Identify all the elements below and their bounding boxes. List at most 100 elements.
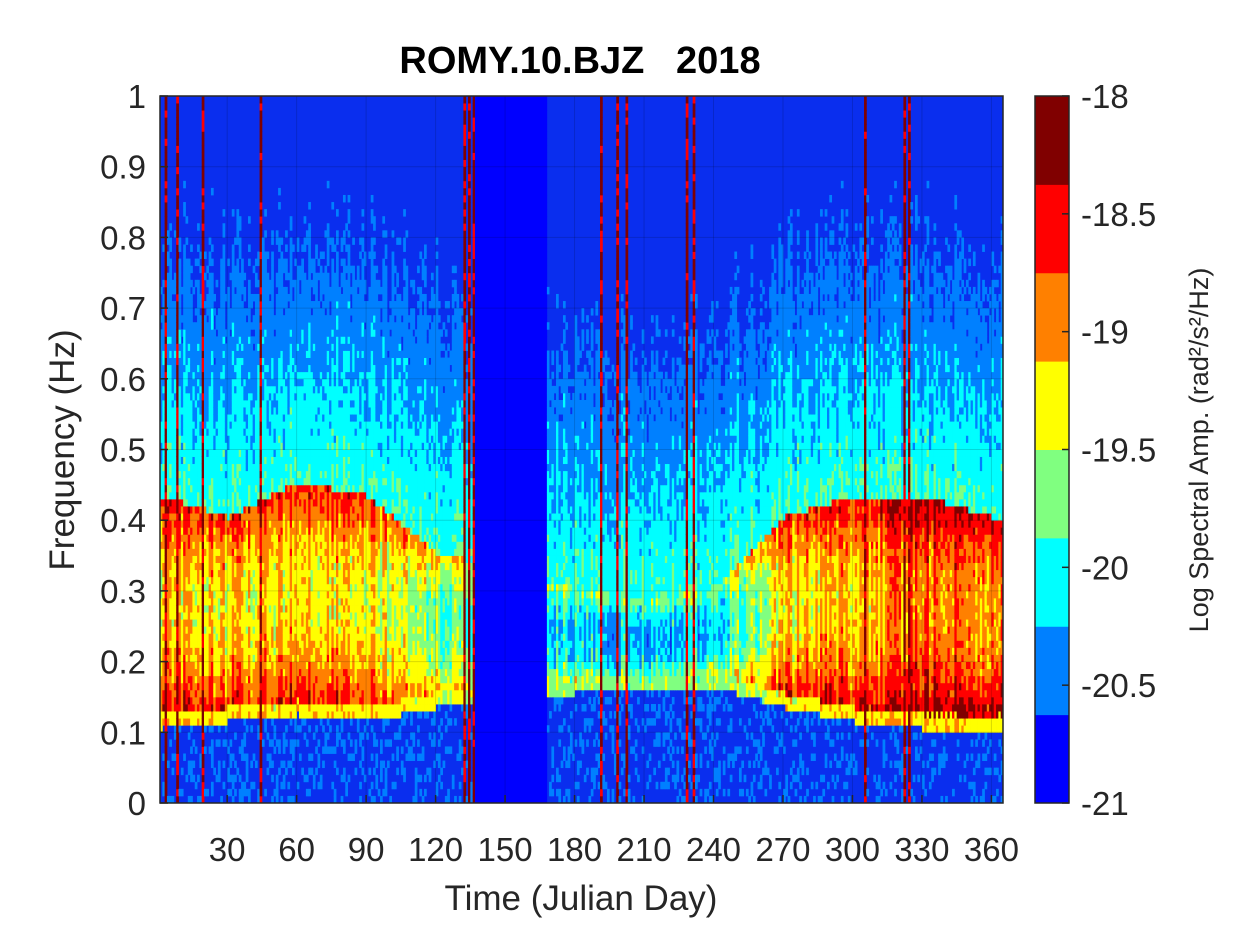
heat-cell [264, 265, 267, 274]
heat-cell [296, 442, 300, 450]
heat-cell [178, 378, 182, 387]
heat-cell [215, 668, 219, 677]
heat-cell [326, 428, 330, 436]
heat-cell [298, 407, 302, 415]
heat-cell [238, 597, 242, 606]
heat-cell [171, 484, 175, 493]
heat-cell [273, 506, 277, 514]
heat-cell [294, 322, 298, 330]
heat-cell [194, 258, 198, 267]
heat-cell [162, 477, 166, 486]
heat-cell [234, 301, 237, 309]
heat-cell [296, 562, 300, 571]
heat-cell [268, 576, 272, 585]
heat-cell [201, 597, 205, 606]
heat-cell [227, 343, 230, 351]
heat-cell [280, 378, 284, 387]
heat-cell [238, 640, 242, 648]
heat-cell [252, 350, 256, 358]
heat-cell [164, 237, 168, 245]
heat-cell [178, 597, 182, 606]
heat-cell [303, 414, 307, 422]
heat-cell [282, 781, 286, 790]
heat-cell [315, 400, 318, 408]
heat-cell [296, 619, 300, 627]
heat-cell [208, 293, 212, 302]
heat-cell [312, 322, 316, 330]
heat-cell [204, 477, 207, 486]
heat-cell [220, 675, 223, 684]
heat-cell [296, 279, 300, 288]
heat-cell [252, 407, 256, 415]
heat-cell [178, 619, 182, 627]
heat-cell [266, 696, 270, 705]
heat-cell [245, 583, 249, 592]
heat-cell [305, 498, 309, 507]
heat-cell [192, 576, 196, 585]
heat-cell [282, 449, 286, 457]
heat-cell [187, 760, 191, 769]
heat-cell [308, 392, 311, 401]
heat-cell [190, 711, 193, 719]
heat-cell [287, 619, 291, 627]
heat-cell [204, 400, 207, 408]
heat-cell [180, 286, 184, 295]
heat-cell [266, 456, 270, 465]
heat-cell [312, 407, 316, 415]
heat-cell [185, 449, 189, 457]
heat-cell [294, 449, 298, 457]
heat-cell [324, 746, 328, 754]
heat-cell [282, 654, 286, 662]
heat-cell [194, 400, 198, 408]
heat-cell [176, 173, 179, 182]
heat-cell [224, 675, 228, 684]
heat-cell [213, 612, 216, 620]
heat-cell [278, 244, 281, 252]
heat-cell [192, 696, 196, 705]
heat-cell [166, 484, 170, 493]
heat-cell [169, 456, 172, 465]
heat-cell [285, 258, 288, 267]
heat-cell [266, 350, 270, 358]
heat-cell [282, 626, 286, 634]
heat-cell [173, 230, 177, 238]
heat-cell [166, 633, 170, 641]
heat-cell [261, 407, 265, 415]
heat-cell [315, 449, 318, 457]
heat-cell [183, 421, 186, 429]
heat-cell [213, 647, 216, 655]
heat-cell [199, 590, 203, 599]
heat-cell [248, 626, 251, 634]
heat-cell [173, 435, 177, 443]
heat-cell [185, 626, 189, 634]
heat-cell [296, 484, 300, 493]
heat-cell [236, 378, 240, 387]
heat-cell [324, 534, 328, 542]
heat-cell [315, 682, 318, 691]
heat-cell [303, 286, 307, 295]
heat-cell [206, 605, 210, 613]
heat-cell [236, 400, 240, 408]
heat-cell [296, 272, 300, 281]
heat-cell [192, 392, 196, 401]
heat-cell [322, 491, 325, 500]
heat-cell [176, 301, 179, 309]
heat-cell [176, 498, 179, 507]
heat-cell [183, 569, 186, 578]
heat-cell [217, 675, 221, 684]
heat-cell [280, 272, 284, 281]
heat-cell [273, 463, 277, 472]
heat-cell [303, 272, 307, 281]
heat-cell [289, 286, 293, 295]
heat-cell [285, 626, 288, 634]
heat-cell [201, 513, 205, 521]
heat-cell [164, 696, 168, 705]
heat-cell [322, 308, 325, 316]
heat-cell [236, 414, 240, 422]
heat-cell [305, 562, 309, 571]
heat-cell [224, 548, 228, 556]
heat-cell [261, 640, 265, 648]
heat-cell [254, 689, 258, 698]
heat-cell [271, 548, 274, 556]
heat-cell [303, 704, 307, 712]
